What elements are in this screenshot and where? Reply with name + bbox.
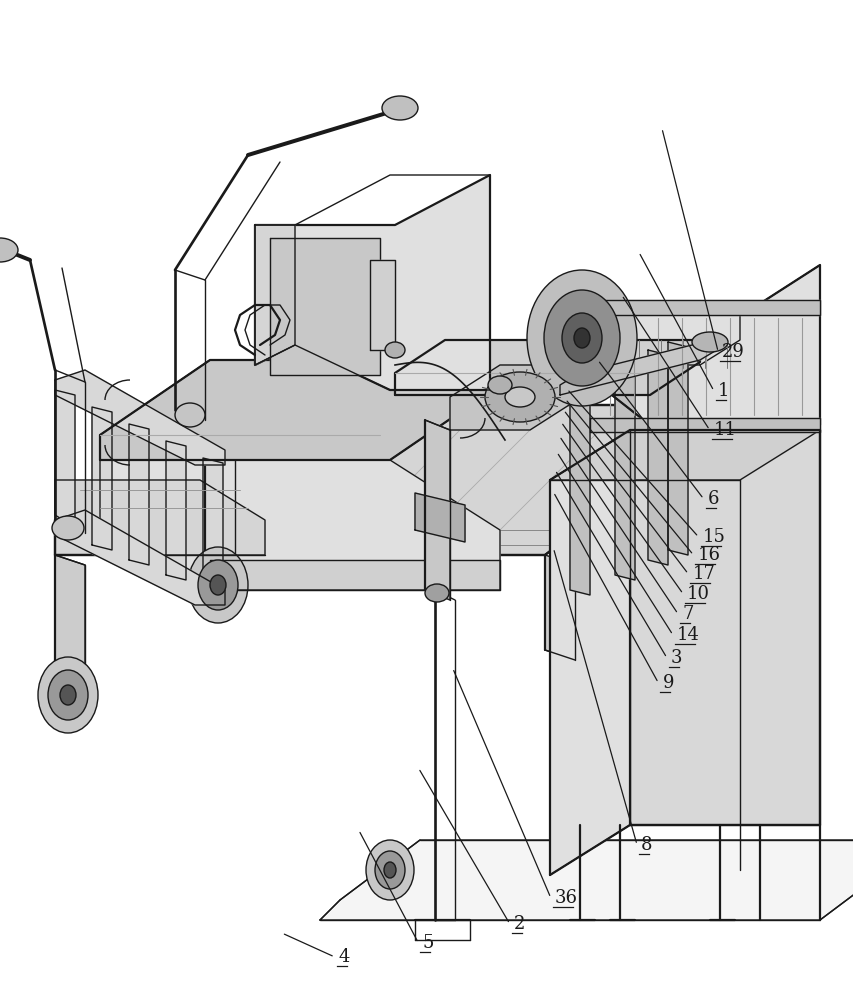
Polygon shape bbox=[55, 370, 224, 465]
Ellipse shape bbox=[175, 403, 205, 427]
Polygon shape bbox=[270, 238, 380, 375]
Text: 16: 16 bbox=[697, 546, 720, 564]
Polygon shape bbox=[205, 405, 235, 570]
Ellipse shape bbox=[0, 238, 18, 262]
Text: 8: 8 bbox=[641, 836, 652, 854]
Text: 7: 7 bbox=[682, 605, 693, 623]
Polygon shape bbox=[55, 390, 75, 535]
Text: 2: 2 bbox=[514, 915, 525, 933]
Polygon shape bbox=[579, 265, 819, 425]
Ellipse shape bbox=[48, 670, 88, 720]
Polygon shape bbox=[203, 458, 223, 595]
Polygon shape bbox=[544, 555, 574, 660]
Polygon shape bbox=[589, 300, 819, 315]
Ellipse shape bbox=[198, 560, 238, 610]
Polygon shape bbox=[100, 460, 499, 590]
Ellipse shape bbox=[366, 840, 414, 900]
Polygon shape bbox=[415, 493, 464, 542]
Ellipse shape bbox=[691, 332, 727, 352]
Text: 29: 29 bbox=[722, 343, 744, 361]
Polygon shape bbox=[579, 265, 819, 425]
Polygon shape bbox=[549, 430, 630, 875]
Polygon shape bbox=[630, 430, 819, 825]
Polygon shape bbox=[395, 340, 699, 395]
Ellipse shape bbox=[38, 657, 98, 733]
Polygon shape bbox=[369, 260, 395, 350]
Ellipse shape bbox=[374, 851, 404, 889]
Ellipse shape bbox=[487, 376, 512, 394]
Polygon shape bbox=[255, 225, 294, 365]
Ellipse shape bbox=[384, 862, 396, 878]
Ellipse shape bbox=[210, 575, 226, 595]
Polygon shape bbox=[614, 370, 635, 580]
Polygon shape bbox=[55, 555, 85, 680]
Polygon shape bbox=[129, 424, 148, 565]
Polygon shape bbox=[450, 365, 579, 430]
Polygon shape bbox=[560, 338, 719, 395]
Polygon shape bbox=[92, 407, 112, 550]
Ellipse shape bbox=[60, 685, 76, 705]
Text: 5: 5 bbox=[422, 934, 433, 952]
Text: 11: 11 bbox=[713, 421, 736, 439]
Polygon shape bbox=[55, 480, 264, 555]
Ellipse shape bbox=[385, 342, 404, 358]
Polygon shape bbox=[549, 430, 819, 480]
Polygon shape bbox=[579, 310, 740, 365]
Polygon shape bbox=[647, 350, 667, 565]
Polygon shape bbox=[569, 390, 589, 595]
Text: 9: 9 bbox=[662, 674, 673, 692]
Text: 6: 6 bbox=[707, 490, 718, 508]
Ellipse shape bbox=[561, 313, 601, 363]
Polygon shape bbox=[667, 342, 688, 555]
Polygon shape bbox=[165, 441, 186, 580]
Polygon shape bbox=[55, 405, 694, 555]
Polygon shape bbox=[100, 360, 499, 460]
Text: 3: 3 bbox=[670, 649, 682, 667]
Text: 1: 1 bbox=[717, 382, 728, 400]
Polygon shape bbox=[255, 175, 490, 390]
Ellipse shape bbox=[425, 584, 449, 602]
Polygon shape bbox=[55, 510, 224, 605]
Ellipse shape bbox=[526, 270, 636, 406]
Ellipse shape bbox=[188, 547, 247, 623]
Text: 14: 14 bbox=[676, 626, 699, 644]
Polygon shape bbox=[589, 418, 819, 432]
Polygon shape bbox=[55, 405, 694, 555]
Text: 15: 15 bbox=[702, 528, 724, 546]
Ellipse shape bbox=[573, 328, 589, 348]
Ellipse shape bbox=[485, 372, 554, 422]
Text: 4: 4 bbox=[339, 948, 350, 966]
Ellipse shape bbox=[381, 96, 417, 120]
Ellipse shape bbox=[504, 387, 534, 407]
Polygon shape bbox=[100, 360, 499, 460]
Polygon shape bbox=[210, 560, 499, 590]
Ellipse shape bbox=[543, 290, 619, 386]
Ellipse shape bbox=[52, 516, 84, 540]
Polygon shape bbox=[425, 420, 450, 600]
Polygon shape bbox=[320, 840, 853, 920]
Text: 36: 36 bbox=[554, 889, 577, 907]
Text: 17: 17 bbox=[692, 565, 714, 583]
Text: 10: 10 bbox=[687, 585, 710, 603]
